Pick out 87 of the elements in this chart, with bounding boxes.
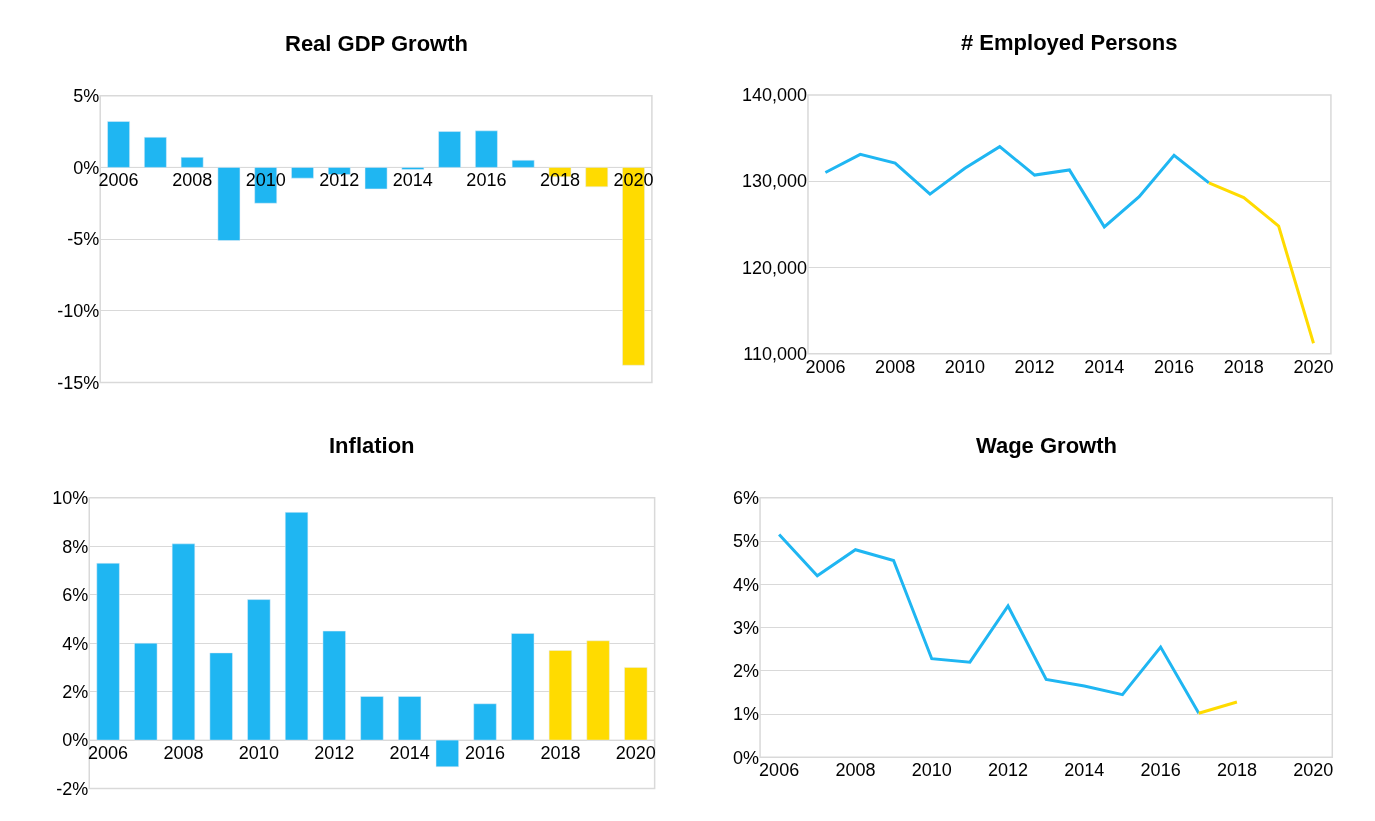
y-tick-label: 0%	[733, 747, 760, 768]
x-tick-label: 2008	[163, 743, 204, 764]
x-tick-label: 2016	[466, 170, 507, 191]
y-tick-label: 3%	[733, 617, 760, 638]
y-tick-label: 4%	[733, 574, 760, 595]
chart-title: Wage Growth	[976, 433, 1117, 458]
bar	[134, 642, 158, 741]
x-tick-label: 2014	[392, 170, 433, 191]
x-tick-label: 2012	[988, 760, 1029, 781]
y-tick-label: 1%	[733, 704, 760, 725]
x-tick-label: 2016	[1154, 356, 1195, 377]
bar	[180, 157, 204, 168]
x-tick-label: 2018	[540, 743, 581, 764]
chart-title: Inflation	[329, 433, 415, 458]
x-tick-label: 2014	[1084, 356, 1125, 377]
x-tick-label: 2012	[319, 170, 360, 191]
x-tick-label: 2008	[875, 356, 916, 377]
x-tick-label: 2006	[805, 356, 846, 377]
x-tick-label: 2010	[911, 760, 952, 781]
line-series	[777, 533, 1201, 715]
y-tick-label: 2%	[733, 661, 760, 682]
bar	[548, 650, 572, 741]
x-tick-label: 2010	[944, 356, 985, 377]
y-tick-label: -10%	[57, 301, 100, 322]
bar	[475, 130, 498, 168]
x-tick-label: 2018	[539, 170, 580, 191]
bar	[624, 667, 648, 741]
chart-title: # Employed Persons	[961, 30, 1178, 55]
bar	[435, 739, 459, 768]
bar	[327, 167, 351, 175]
bar	[360, 696, 384, 741]
x-tick-label: 2016	[1140, 760, 1181, 781]
chart-title: Real GDP Growth	[285, 31, 468, 56]
bar	[96, 562, 120, 741]
bar	[511, 633, 535, 741]
line-series	[1207, 181, 1315, 345]
x-tick-label: 2020	[1293, 760, 1334, 781]
line-series	[823, 145, 1211, 229]
y-tick-label: 0%	[62, 730, 89, 751]
bar	[217, 167, 241, 241]
y-tick-label: 130,000	[741, 171, 807, 192]
y-tick-label: 10%	[52, 488, 89, 509]
y-tick-label: 5%	[73, 86, 100, 107]
y-tick-label: 2%	[62, 681, 89, 702]
x-tick-label: 2018	[1223, 356, 1264, 377]
y-tick-label: 140,000	[741, 85, 807, 106]
y-tick-label: 6%	[62, 585, 89, 606]
bar	[585, 167, 609, 188]
x-tick-label: 2014	[389, 743, 430, 764]
y-tick-label: 4%	[62, 633, 89, 654]
x-tick-label: 2016	[465, 743, 506, 764]
y-tick-label: -2%	[56, 778, 89, 799]
bar	[247, 599, 271, 741]
x-tick-label: 2006	[98, 170, 139, 191]
x-tick-label: 2020	[1293, 356, 1334, 377]
bar	[401, 167, 425, 170]
y-tick-label: 8%	[62, 536, 89, 557]
x-tick-label: 2012	[1014, 356, 1055, 377]
x-tick-label: 2008	[172, 170, 213, 191]
bar	[511, 159, 535, 168]
y-tick-label: 120,000	[741, 257, 807, 278]
y-tick-label: -5%	[67, 229, 100, 250]
bar	[171, 543, 196, 741]
bar	[144, 137, 167, 168]
y-tick-label: 6%	[733, 488, 760, 509]
x-tick-label: 2014	[1064, 760, 1105, 781]
bar	[209, 652, 233, 741]
x-tick-label: 2006	[88, 743, 129, 764]
bar	[586, 640, 610, 741]
x-tick-label: 2012	[314, 743, 355, 764]
bar	[398, 696, 422, 741]
x-tick-label: 2006	[759, 760, 800, 781]
bar	[291, 167, 314, 179]
y-tick-label: 0%	[73, 157, 100, 178]
y-tick-label: 5%	[733, 531, 760, 552]
bar	[322, 630, 346, 741]
x-tick-label: 2008	[835, 760, 876, 781]
x-tick-label: 2020	[615, 743, 656, 764]
bar	[285, 512, 309, 741]
y-tick-label: -15%	[57, 372, 100, 393]
bar	[107, 121, 130, 168]
x-tick-label: 2018	[1216, 760, 1257, 781]
bar	[438, 131, 461, 168]
y-tick-label: 110,000	[743, 343, 807, 364]
x-tick-label: 2010	[238, 743, 279, 764]
bar	[364, 167, 388, 190]
bar	[473, 703, 497, 741]
